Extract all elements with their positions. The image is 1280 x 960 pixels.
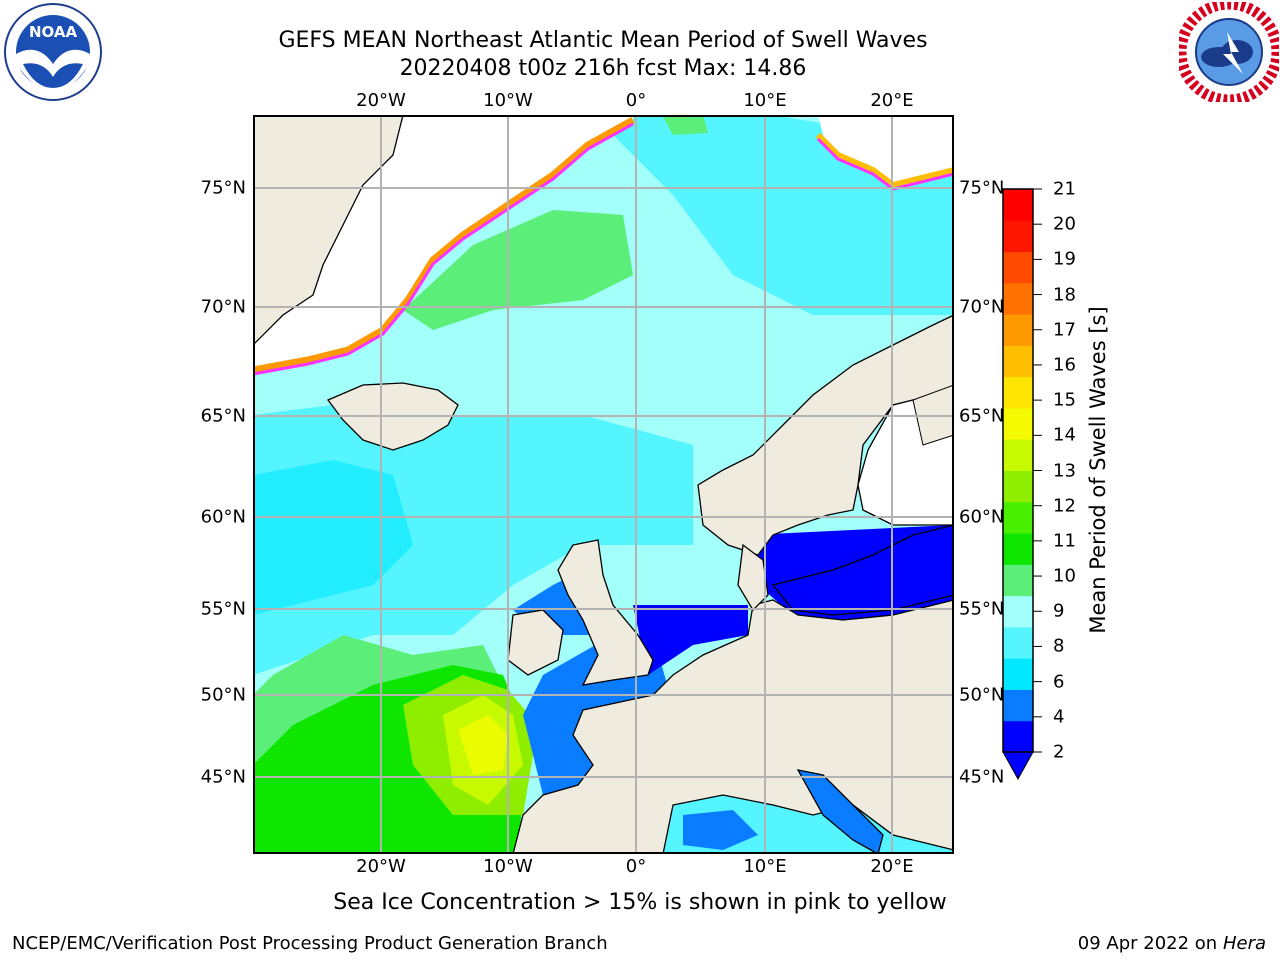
- noaa-logo-text: NOAA: [29, 23, 78, 41]
- sea-ice-note: Sea Ice Concentration > 15% is shown in …: [333, 890, 947, 915]
- lat-label-left: 55°N: [200, 598, 246, 620]
- lon-label-bottom: 20°W: [356, 856, 406, 877]
- run-date: 09 Apr 2022 on Hera: [1078, 933, 1266, 954]
- lat-label-right: 65°N: [959, 405, 1005, 427]
- colorbar-bin: [1003, 189, 1033, 221]
- swell-zone-9-10: [403, 210, 633, 330]
- colorbar-tick-label: 20: [1053, 213, 1076, 235]
- swell-zone-14-15: [458, 715, 508, 775]
- producer-credit: NCEP/EMC/Verification Post Processing Pr…: [12, 933, 608, 954]
- lat-label-right: 50°N: [959, 684, 1005, 706]
- colorbar-bin: [1003, 376, 1033, 409]
- land-denmark: [737, 543, 769, 612]
- colorbar-tick-label: 4: [1053, 706, 1065, 728]
- swell-zone-under-2: [633, 605, 748, 675]
- lat-label-left: 60°N: [200, 506, 246, 528]
- colorbar-bin: [1003, 595, 1033, 628]
- colorbar-tick-label: 14: [1053, 424, 1076, 446]
- lat-label-left: 70°N: [200, 296, 246, 318]
- swell-period-map: [253, 115, 954, 854]
- colorbar-bin: [1003, 658, 1033, 690]
- swell-zone-9-10: [663, 115, 708, 135]
- colorbar-bin: [1003, 501, 1033, 534]
- lon-label-top: 0°: [625, 90, 647, 111]
- map-title-line1: GEFS MEAN Northeast Atlantic Mean Period…: [278, 28, 928, 53]
- baltic-sea: [771, 524, 954, 616]
- colorbar-tick-label: 18: [1053, 284, 1076, 306]
- lon-label-top: 20°E: [870, 90, 914, 111]
- swell-zone-2-4: [683, 810, 758, 850]
- lat-label-left: 45°N: [200, 766, 246, 788]
- noaa-logo: NOAA: [3, 2, 103, 106]
- colorbar-bin: [1003, 720, 1033, 753]
- colorbar-tick-label: 19: [1053, 248, 1076, 270]
- colorbar-bin: [1003, 439, 1033, 471]
- run-date-on: on: [1194, 933, 1218, 954]
- colorbar-bin: [1003, 470, 1033, 503]
- colorbar-tick-label: 10: [1053, 565, 1076, 587]
- colorbar-bin: [1003, 251, 1033, 284]
- land-greenland: [253, 115, 404, 346]
- colorbar-bin: [1003, 345, 1033, 378]
- lat-label-right: 60°N: [959, 506, 1005, 528]
- lon-label-bottom: 20°E: [870, 856, 914, 877]
- ice-edge: [253, 116, 635, 374]
- colorbar-bin: [1003, 407, 1033, 440]
- colorbar-tick-label: 17: [1053, 319, 1076, 341]
- map-title-line2: 20220408 t00z 216h fcst Max: 14.86: [399, 56, 807, 81]
- lon-label-bottom: 10°E: [743, 856, 787, 877]
- graticule: [253, 115, 954, 854]
- ice-edge: [816, 137, 954, 191]
- lat-label-left: 65°N: [200, 405, 246, 427]
- colorbar-tick-label: 21: [1053, 178, 1076, 200]
- sea-ice-svalbard: [818, 115, 954, 190]
- colorbar-tick-label: 9: [1053, 600, 1065, 622]
- colorbar: [1002, 188, 1042, 781]
- adriatic-sea: [796, 769, 884, 854]
- ice-edge: [253, 122, 634, 376]
- land-great-britain: [557, 539, 654, 686]
- colorbar-tick-label: 13: [1053, 460, 1076, 481]
- colorbar-tick-label: 16: [1053, 354, 1076, 376]
- run-host: Hera: [1222, 933, 1266, 954]
- lat-label-right: 70°N: [959, 296, 1005, 318]
- colorbar-label: Mean Period of Swell Waves [s]: [1086, 306, 1110, 634]
- colorbar-tick-label: 8: [1053, 635, 1065, 657]
- lat-label-left: 75°N: [200, 177, 246, 199]
- lat-label-right: 55°N: [959, 598, 1005, 620]
- colorbar-bin: [1003, 626, 1033, 659]
- lon-label-top: 10°W: [483, 90, 533, 111]
- colorbar-tick-label: 12: [1053, 495, 1076, 517]
- swell-zone-4-6: [253, 460, 413, 615]
- colorbar-bin: [1003, 564, 1033, 597]
- lon-label-top: 20°W: [356, 90, 406, 111]
- colorbar-bin: [1003, 689, 1033, 722]
- colorbar-underflow-triangle: [1002, 751, 1034, 781]
- colorbar-tick-label: 15: [1053, 389, 1076, 411]
- run-date-value: 09 Apr 2022: [1077, 933, 1190, 954]
- lat-label-right: 75°N: [959, 177, 1005, 199]
- colorbar-bin: [1003, 282, 1033, 315]
- colorbar-tick-label: 11: [1053, 530, 1076, 552]
- colorbar-bin: [1003, 220, 1033, 253]
- lon-label-top: 10°E: [743, 90, 787, 111]
- map-frame: [253, 115, 954, 854]
- nws-logo: [1175, 0, 1280, 106]
- colorbar-bin: [1003, 533, 1033, 565]
- lon-label-bottom: 0°: [625, 856, 647, 877]
- ice-edge: [815, 132, 954, 189]
- colorbar-tick-label: 6: [1053, 671, 1065, 693]
- colorbar-bin: [1003, 314, 1033, 346]
- lat-label-right: 45°N: [959, 766, 1005, 788]
- colorbar-tick-label: 2: [1053, 741, 1065, 763]
- lat-label-left: 50°N: [200, 684, 246, 706]
- lon-label-bottom: 10°W: [483, 856, 533, 877]
